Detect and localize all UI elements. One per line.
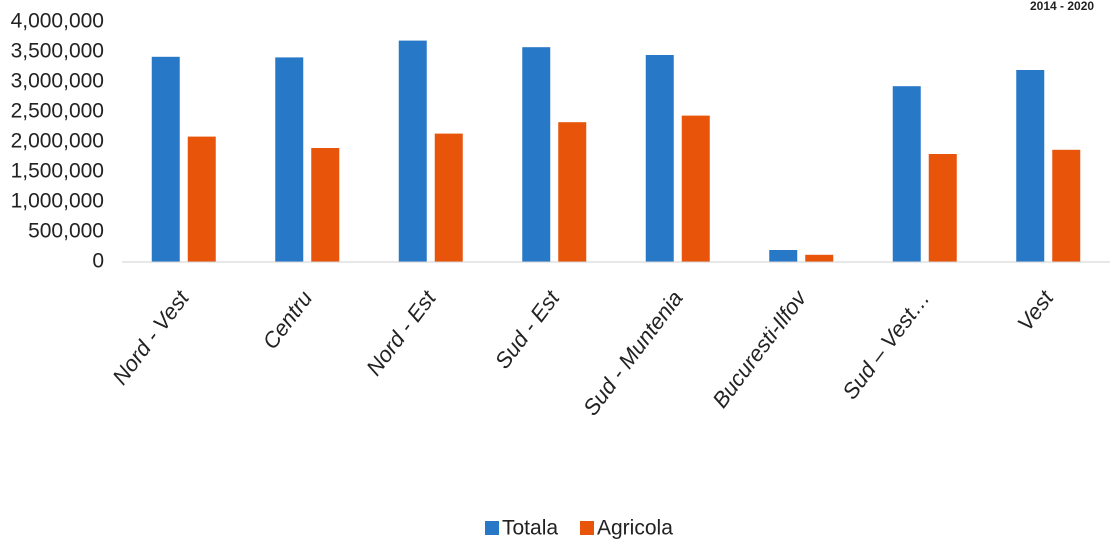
y-tick-label: 3,500,000 (11, 40, 104, 63)
y-tick-label: 2,000,000 (11, 130, 104, 153)
x-tick-label: Centru (258, 286, 318, 354)
bar-totala (522, 47, 551, 263)
bar-agricola (1052, 149, 1081, 262)
y-tick-label: 0 (92, 250, 104, 273)
bar-agricola (681, 115, 710, 262)
y-tick-label: 3,000,000 (11, 70, 104, 93)
bar-totala (398, 40, 427, 262)
y-tick-label: 4,000,000 (11, 10, 104, 33)
bars (151, 40, 1081, 263)
y-tick-label: 1,500,000 (11, 160, 104, 183)
x-tick-label: Nord - Est (361, 285, 441, 380)
legend-swatch-totala (485, 521, 499, 535)
bar-totala (769, 250, 798, 262)
legend: Totala Agricola (485, 517, 673, 540)
y-axis: 0 500,000 1,000,000 1,500,000 2,000,000 2,500… (11, 10, 104, 273)
bar-agricola (928, 154, 957, 262)
x-tick-label: Sud - Est (490, 285, 565, 373)
y-tick-label: 1,000,000 (11, 190, 104, 213)
x-tick-label: Vest (1012, 285, 1059, 335)
bar-agricola (311, 148, 340, 262)
period-label: 2014 - 2020 (1030, 0, 1094, 13)
legend-swatch-agricola (580, 521, 594, 535)
bar-totala (645, 55, 674, 262)
legend-label: Totala (502, 517, 558, 540)
x-tick-label: Nord - Vest (107, 285, 194, 389)
x-tick-label: Bucuresti-Ilfov (707, 284, 812, 412)
y-tick-label: 500,000 (28, 220, 104, 243)
bar-agricola (558, 122, 587, 262)
x-tick-label: Sud – Vest… (837, 286, 934, 404)
bar-totala (275, 57, 304, 263)
bar-agricola (187, 136, 216, 262)
y-tick-label: 2,500,000 (11, 100, 104, 123)
bar-totala (151, 56, 180, 262)
x-tick-label: Sud - Muntenia (578, 286, 688, 420)
bar-agricola (805, 254, 834, 262)
legend-label: Agricola (597, 517, 673, 540)
bar-totala (1016, 70, 1045, 262)
bar-agricola (434, 133, 463, 262)
x-axis: Nord - Vest Centru Nord - Est Sud - Est Sud … (107, 284, 1058, 420)
bar-totala (892, 86, 921, 262)
